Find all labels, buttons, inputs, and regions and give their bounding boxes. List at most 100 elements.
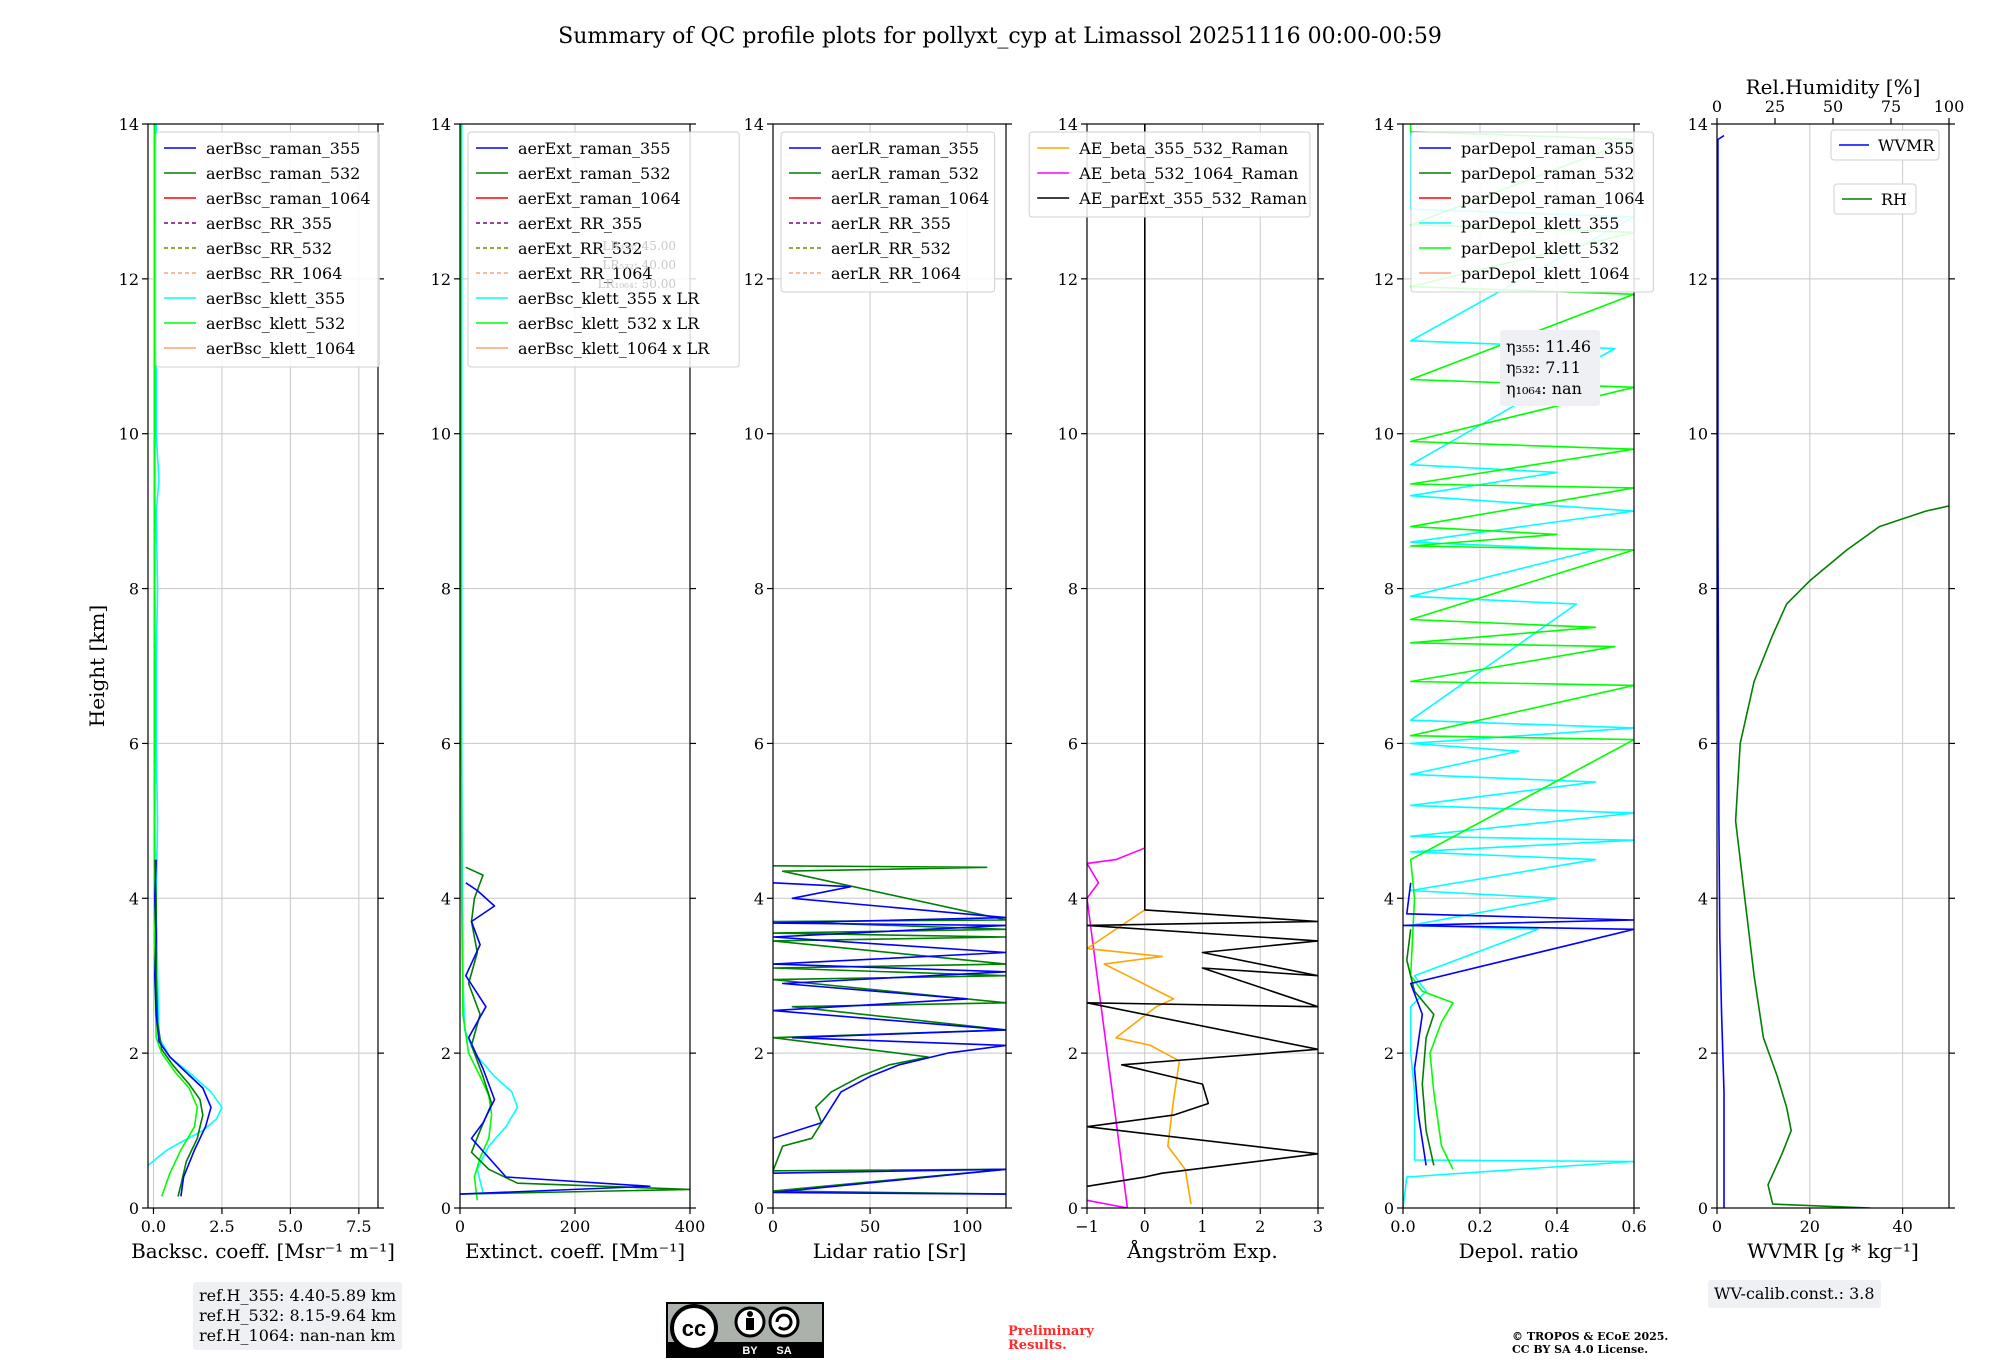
legend-label: AE_beta_355_532_Raman: [1078, 139, 1288, 158]
x-tick-label: 400: [675, 1217, 706, 1236]
x-tick-label: 0: [1712, 1217, 1722, 1236]
x-tick-label: 0.0: [1390, 1217, 1415, 1236]
y-tick-label: 8: [1384, 580, 1394, 599]
legend-label: aerBsc_klett_355 x LR: [518, 289, 700, 308]
x-tick-label: 0: [455, 1217, 465, 1236]
axes-frame: [1716, 123, 1950, 1209]
legend-label: parDepol_klett_532: [1461, 239, 1619, 258]
x-axis-label: Depol. ratio: [1459, 1239, 1579, 1263]
y-axis-label: Height [km]: [85, 605, 109, 727]
x-tick-label: 0.4: [1544, 1217, 1569, 1236]
y-tick-label: 10: [1374, 425, 1394, 444]
y-tick-label: 0: [1698, 1199, 1708, 1218]
legend-label: aerLR_RR_355: [831, 214, 951, 233]
series-AE_parExt_355_532_Raman: [1087, 124, 1318, 1188]
cc-by-sa-badge: cc BY SA: [666, 1302, 824, 1358]
y-tick-label: 6: [441, 734, 451, 753]
y-tick-label: 2: [441, 1044, 451, 1063]
series-aerBsc_klett_355: [148, 124, 223, 1167]
axes-frame: [772, 123, 1007, 1209]
panel-lidar_ratio: 0 50 100 0 2 4 6 8 10 12 14 Lidar ratio [Sr] aerLR_r…: [744, 115, 1012, 1263]
legend-label: aerBsc_klett_355: [206, 289, 345, 308]
x-axis-label: Backsc. coeff. [Msr⁻¹ m⁻¹]: [131, 1239, 395, 1263]
panel-extinction: 0 200 400 0 2 4 6 8 10 12 14 Extinct. coeff. [Mm⁻¹]…: [431, 115, 740, 1263]
y-tick-label: 12: [1058, 270, 1078, 289]
top-x-tick-label: 0: [1712, 97, 1722, 116]
legend-label: aerBsc_klett_532: [206, 314, 345, 333]
legend-label: parDepol_klett_355: [1461, 214, 1619, 233]
top-x-tick-label: 50: [1823, 97, 1843, 116]
x-tick-label: 2: [1255, 1217, 1265, 1236]
axes-frame: [1402, 123, 1635, 1209]
ref-heights-box: ref.H_355: 4.40-5.89 km ref.H_532: 8.15-…: [193, 1282, 403, 1350]
legend-label: AE_parExt_355_532_Raman: [1078, 189, 1307, 208]
sa-label: SA: [776, 1345, 791, 1357]
y-tick-label: 2: [1068, 1044, 1078, 1063]
y-tick-label: 12: [1374, 270, 1394, 289]
y-tick-label: 0: [441, 1199, 451, 1218]
y-tick-label: 14: [1688, 115, 1708, 134]
eta-annotation: η₁₀₆₄: nan: [1506, 379, 1582, 398]
preliminary-line-1: Preliminary: [1008, 1324, 1094, 1339]
top-x-tick-label: 100: [1934, 97, 1965, 116]
series-aerLR_raman_532: [773, 865, 1006, 1195]
legend-label: aerBsc_RR_1064: [206, 264, 342, 283]
y-tick-label: 6: [129, 734, 139, 753]
legend-label: aerExt_raman_532: [518, 164, 671, 183]
x-tick-label: 1: [1197, 1217, 1207, 1236]
lr-annotation: LR₅₃₂: 40.00: [602, 258, 676, 272]
series-aerExt_raman_355: [460, 882, 651, 1195]
legend-label: aerBsc_klett_1064: [206, 339, 355, 358]
legend-label: parDepol_raman_355: [1461, 139, 1634, 158]
eta-annotations: η₃₅₅: 11.46 η₅₃₂: 7.11 η₁₀₆₄: nan: [1500, 330, 1600, 406]
y-tick-label: 8: [1068, 580, 1078, 599]
by-label: BY: [742, 1345, 758, 1357]
y-tick-label: 2: [754, 1044, 764, 1063]
y-tick-label: 12: [119, 270, 139, 289]
copyright-note: © TROPOS & ECoE 2025. CC BY SA 4.0 Licen…: [1512, 1330, 1668, 1356]
legend-label: RH: [1881, 190, 1907, 209]
x-tick-label: 100: [952, 1217, 983, 1236]
y-tick-label: 10: [119, 425, 139, 444]
series-aerExt_raman_532: [460, 866, 690, 1195]
y-tick-label: 0: [1068, 1199, 1078, 1218]
wv-calib-box: WV-calib.const.: 3.8: [1708, 1280, 1881, 1308]
y-tick-label: 4: [1384, 889, 1394, 908]
series-parDepol_raman_532: [1406, 929, 1435, 1166]
y-tick-label: 4: [1698, 889, 1708, 908]
y-tick-label: 0: [754, 1199, 764, 1218]
y-tick-label: 10: [1058, 425, 1078, 444]
panel-wvmr: 0 20 40 0 2 4 6 8 10 12 14 WVMR [g * kg⁻¹] 0 25 50 75 10…: [1688, 75, 1965, 1263]
series-aerBsc_raman_355: [154, 859, 212, 1197]
legend-label: parDepol_raman_532: [1461, 164, 1634, 183]
y-tick-label: 4: [754, 889, 764, 908]
wv-calib-text: WV-calib.const.: 3.8: [1714, 1284, 1875, 1303]
legend-label: parDepol_raman_1064: [1461, 189, 1645, 208]
y-tick-label: 12: [744, 270, 764, 289]
eta-annotation: η₃₅₅: 11.46: [1506, 337, 1591, 356]
top-x-axis-label: Rel.Humidity [%]: [1746, 75, 1921, 99]
sa-icon: [768, 1306, 800, 1338]
series-AE_beta_532_1064_Raman: [1087, 847, 1146, 1208]
ref-height-1064: ref.H_1064: nan-nan km: [199, 1326, 396, 1345]
x-tick-label: 3: [1313, 1217, 1323, 1236]
y-tick-label: 6: [1698, 734, 1708, 753]
lr-annotation: LR₁₀₆₄: 50.00: [598, 277, 676, 291]
y-tick-label: 0: [1384, 1199, 1394, 1218]
panel-depol: 0.0 0.2 0.4 0.6 0 2 4 6 8 10 12 14 Depol. ratio parDe…: [1374, 115, 1654, 1263]
legend: AE_beta_355_532_Raman AE_beta_532_1064_Ra…: [1028, 131, 1311, 218]
y-tick-label: 2: [1698, 1044, 1708, 1063]
x-tick-label: 2.5: [209, 1217, 234, 1236]
series-parDepol_klett_355: [1403, 124, 1634, 1208]
y-tick-label: 6: [1384, 734, 1394, 753]
x-tick-label: 50: [860, 1217, 880, 1236]
legend: aerBsc_raman_355 aerBsc_raman_532 aerBsc_r…: [155, 131, 380, 368]
preliminary-note: Preliminary Results.: [1008, 1325, 1094, 1353]
y-tick-label: 2: [129, 1044, 139, 1063]
copyright-line-2: CC BY SA 4.0 License.: [1512, 1343, 1649, 1356]
legend: aerLR_raman_355 aerLR_raman_532 aerLR_rama…: [780, 131, 996, 293]
lr-annotation: LR₃₅₅: 45.00: [602, 239, 676, 253]
ref-height-355: ref.H_355: 4.40-5.89 km: [199, 1286, 397, 1305]
legend-label: WVMR: [1878, 136, 1935, 155]
